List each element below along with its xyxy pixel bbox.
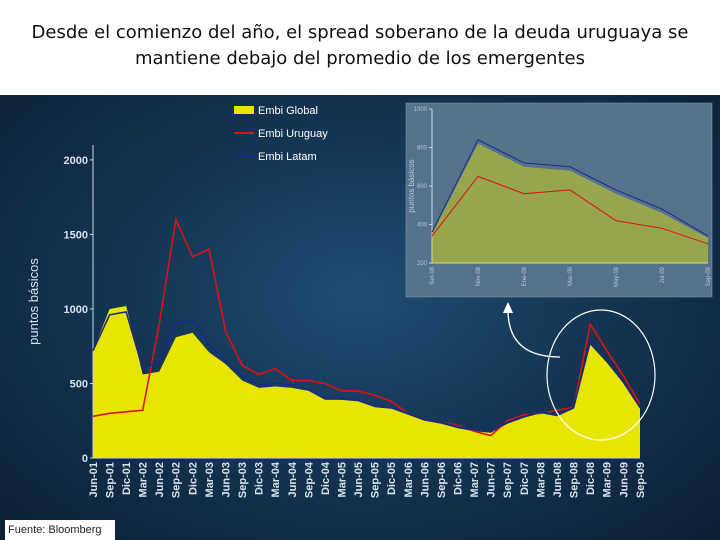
y-tick-label: 1000 (64, 304, 88, 316)
series-line-embi-uruguay (431, 175, 709, 245)
x-tick-label: Jun-01 (88, 462, 100, 497)
y-tick-label: 400 (417, 223, 428, 229)
x-tick-label: Sep-09 (706, 266, 712, 286)
x-tick-label: Jun-07 (486, 462, 498, 497)
x-tick-label: Jun-08 (552, 462, 564, 497)
legend-swatch-embi-global (234, 106, 254, 114)
legend-label: Embi Global (258, 105, 318, 117)
x-tick-label: Dic-01 (121, 462, 133, 495)
legend: Embi Global Embi Uruguay Embi Latam (234, 105, 328, 163)
legend-label: Embi Latam (258, 151, 317, 163)
x-tick-label: Mar-07 (469, 462, 481, 497)
chart-panel: 0 500 1000 1500 2000 puntos básicos Jun-01 Sep-… (0, 95, 720, 540)
chart-svg: 0 500 1000 1500 2000 puntos básicos Jun-01 Sep-… (26, 102, 713, 498)
x-tick-label: Dic-07 (519, 462, 531, 495)
x-tick-label: Set-08 (430, 266, 436, 284)
x-tick-label: May-09 (614, 266, 620, 287)
x-tick-label: Jul-09 (660, 266, 666, 283)
x-tick-label: Mar-06 (403, 462, 415, 497)
series-line-embi-uruguay (92, 216, 641, 437)
inset-chart: 200 400 600 800 1000 puntos básicos Set-08 Nov-… (405, 102, 713, 298)
x-tick-label: Sep-01 (104, 462, 116, 498)
y-tick-label: 200 (417, 261, 428, 267)
series-area-embi-global (432, 143, 708, 263)
x-tick-label: Mar-04 (270, 461, 282, 497)
x-tick-label: Mar-05 (336, 462, 348, 497)
x-tick-label: Dic-05 (386, 462, 398, 495)
x-tick-label: Mar-08 (535, 462, 547, 497)
y-tick-label: 0 (82, 453, 88, 465)
x-tick-label: Dic-04 (320, 461, 332, 495)
x-tick-label: Sep-08 (569, 462, 581, 498)
y-axis-label: puntos básicos (407, 159, 416, 212)
arrow-line (507, 309, 561, 358)
x-tick-label: Dic-03 (254, 462, 266, 495)
x-tick-label: Dic-06 (453, 462, 465, 495)
y-tick-label: 500 (70, 378, 88, 390)
main-chart: 0 500 1000 1500 2000 puntos básicos Jun-01 Sep-… (26, 145, 647, 498)
y-tick-label: 1500 (64, 229, 88, 241)
inset-background (405, 102, 713, 298)
x-tick-label: Sep-09 (635, 462, 647, 498)
x-tick-label: Mar-09 (568, 266, 574, 286)
y-tick-label: 600 (417, 184, 428, 190)
x-tick-label: Sep-04 (303, 461, 315, 498)
x-tick-label: Sep-03 (237, 462, 249, 498)
x-tick-label: Sep-05 (370, 462, 382, 498)
x-tick-label: Mar-09 (602, 462, 614, 497)
x-tick-label: Jun-04 (287, 461, 299, 497)
series-line-embi-latam (92, 310, 641, 433)
y-tick-label: 800 (417, 146, 428, 152)
legend-label: Embi Uruguay (258, 128, 328, 140)
x-tick-label: Jun-06 (419, 462, 431, 497)
x-tick-label: Sep-06 (436, 462, 448, 498)
page-title: Desde el comienzo del año, el spread sob… (0, 0, 720, 95)
series-line-embi-latam (431, 139, 709, 237)
x-tick-label: Sep-02 (171, 462, 183, 498)
x-tick-label: Jun-02 (154, 462, 166, 497)
x-tick-label: Nov-08 (476, 266, 482, 286)
highlight-ellipse (546, 309, 656, 441)
y-tick-label: 2000 (64, 155, 88, 167)
x-tick-label: Jun-05 (353, 462, 365, 497)
source-note: Fuente: Bloomberg (5, 520, 115, 540)
x-tick-label: Jun-03 (220, 462, 232, 497)
x-tick-label: Mar-02 (138, 462, 150, 497)
x-tick-label: Jun-09 (618, 462, 630, 497)
y-tick-label: 1000 (414, 107, 428, 113)
y-axis-label: puntos básicos (26, 258, 41, 345)
x-tick-label: Dic-08 (585, 462, 597, 495)
x-tick-label: Ene-09 (522, 266, 528, 286)
annotations (503, 302, 656, 441)
x-tick-label: Dic-02 (187, 462, 199, 495)
arrow-head (503, 302, 513, 313)
series-area-embi-global (93, 306, 640, 458)
x-tick-label: Sep-07 (502, 462, 514, 498)
x-tick-label: Mar-03 (204, 462, 216, 497)
